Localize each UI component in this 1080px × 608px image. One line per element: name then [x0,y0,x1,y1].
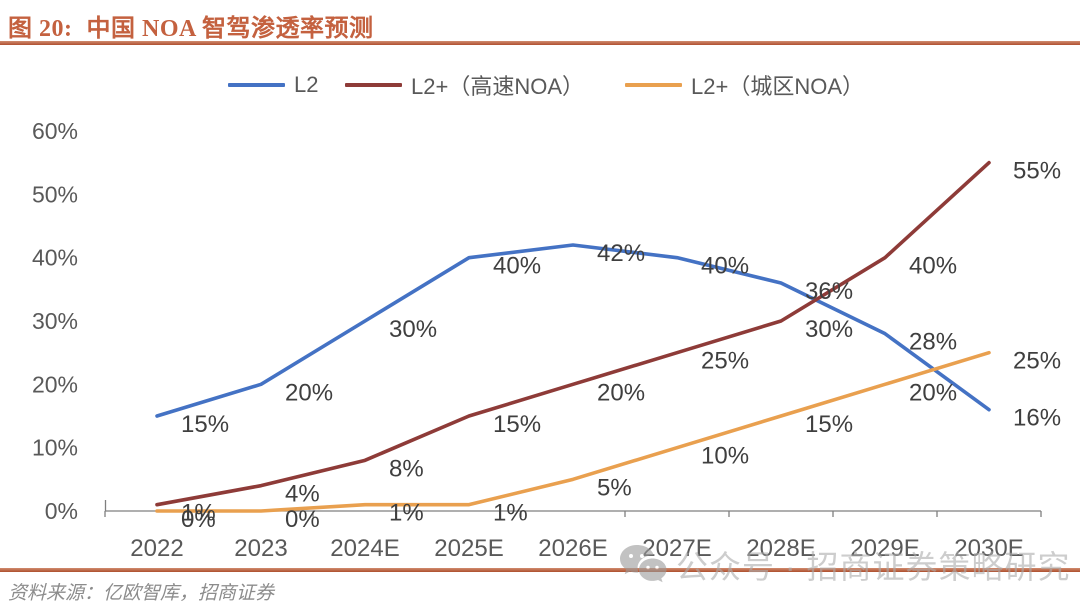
series-line-0 [155,243,991,418]
legend-line-swatch-city-noa [625,83,682,87]
y-axis-tick-label: 30% [32,308,78,334]
data-label: 28% [909,329,957,356]
data-label: 0% [285,506,320,533]
data-label: 20% [597,379,645,406]
figure-number-label: 图 20: [8,16,73,42]
series-line-1 [155,160,991,507]
figure-title: 图 20: 中国 NOA 智驾渗透率预测 [8,8,1072,43]
y-axis-tick-label: 20% [32,371,78,397]
watermark-text: 公众号 · 招商证券策略研究 [676,549,1071,585]
watermark: 公众号 · 招商证券策略研究 [618,542,1070,588]
x-axis-tick-label: 2029E [850,535,919,562]
x-axis-tick-label: 2024E [330,535,399,562]
data-label: 10% [701,443,749,470]
legend-item-l2: L2 [228,72,318,98]
data-label: 42% [597,240,645,267]
legend-label-highway-noa: L2+（高速NOA） [411,74,584,99]
data-label: 25% [701,348,749,375]
data-label: 1% [493,500,528,527]
y-axis-tick-label: 0% [45,498,78,524]
x-axis-tick-label: 2022 [130,535,183,562]
y-axis-tick-label: 40% [32,245,78,271]
data-label: 4% [285,481,320,508]
figure-title-text: 中国 NOA 智驾渗透率预测 [86,16,374,42]
x-axis-tick-label: 2028E [746,535,815,562]
data-label: 30% [389,316,437,343]
x-axis-tick-label: 2030E [954,535,1023,562]
data-label: 0% [181,506,216,533]
data-label: 1% [181,500,216,527]
data-label: 20% [909,379,957,406]
legend-line-swatch-highway-noa [345,83,402,87]
x-axis-tick-label: 2023 [234,535,287,562]
data-label: 30% [805,316,853,343]
x-axis-tick-label: 2026E [538,535,607,562]
data-label: 15% [805,411,853,438]
data-label: 5% [597,474,632,501]
data-label: 40% [701,253,749,280]
data-label: 36% [805,278,853,305]
legend-label-l2: L2 [294,72,319,97]
data-label: 40% [493,253,541,280]
title-underline [0,41,1080,45]
data-label: 25% [1013,348,1061,375]
data-label: 16% [1013,405,1061,432]
data-label: 40% [909,253,957,280]
data-label: 8% [389,455,424,482]
data-label: 20% [285,379,333,406]
wechat-icon [620,545,667,583]
data-label: 15% [493,411,541,438]
footer-rule [0,568,1080,572]
legend-item-l2plus-city-noa: L2+（城区NOA） [625,72,864,99]
legend-item-l2plus-highway-noa: L2+（高速NOA） [345,72,584,99]
legend-label-city-noa: L2+（城区NOA） [691,74,864,99]
data-label: 15% [181,411,229,438]
data-label: 55% [1013,158,1061,185]
y-axis-tick-label: 60% [32,118,78,144]
source-note: 资料来源：亿欧智库，招商证券 [8,583,275,604]
legend-line-swatch-l2 [228,83,285,87]
x-axis-tick-label: 2025E [434,535,503,562]
y-axis-tick-label: 10% [32,435,78,461]
data-label: 1% [389,500,424,527]
y-axis-tick-label: 50% [32,181,78,207]
x-axis-tick-label: 2027E [642,535,711,562]
series-line-2 [155,350,991,513]
